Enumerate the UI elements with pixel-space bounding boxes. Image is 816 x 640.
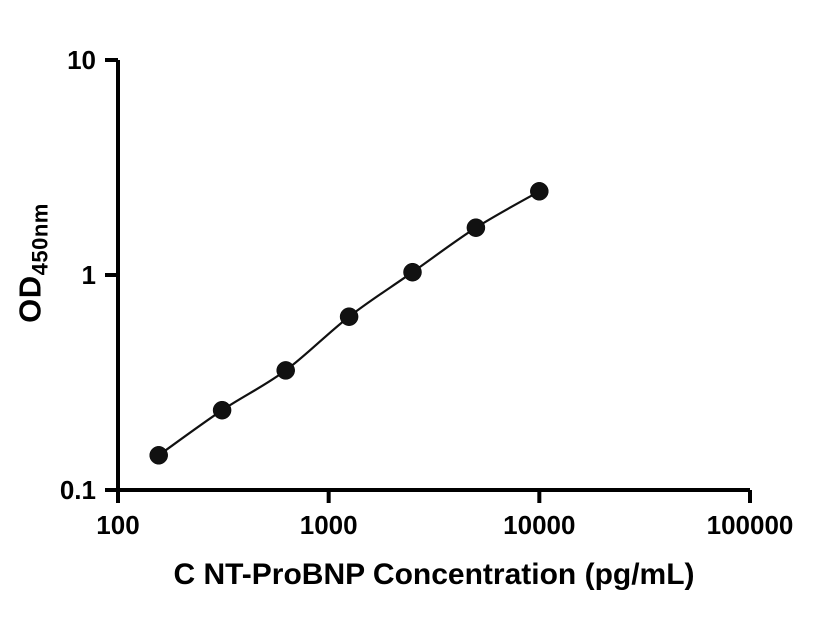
x-tick-label: 100: [96, 510, 139, 540]
data-point: [530, 182, 549, 201]
y-tick-label: 1: [82, 260, 96, 290]
data-point: [466, 218, 486, 237]
y-tick-label: 10: [67, 45, 96, 75]
data-point: [403, 262, 422, 282]
y-tick-label: 0.1: [60, 475, 96, 505]
data-point: [212, 400, 232, 420]
x-tick-label: 100000: [707, 510, 794, 540]
data-point: [276, 361, 295, 380]
y-axis-title-main: OD: [12, 275, 48, 323]
y-axis-title: OD450nm: [12, 203, 53, 323]
x-tick-label: 1000: [300, 510, 358, 540]
y-axis-title-sub: 450nm: [27, 203, 53, 276]
data-point: [149, 446, 168, 465]
x-tick-label: 10000: [503, 510, 575, 540]
axis-spines: [116, 60, 750, 492]
data-point: [339, 307, 359, 326]
x-axis-title: C NT-ProBNP Concentration (pg/mL): [173, 558, 695, 591]
